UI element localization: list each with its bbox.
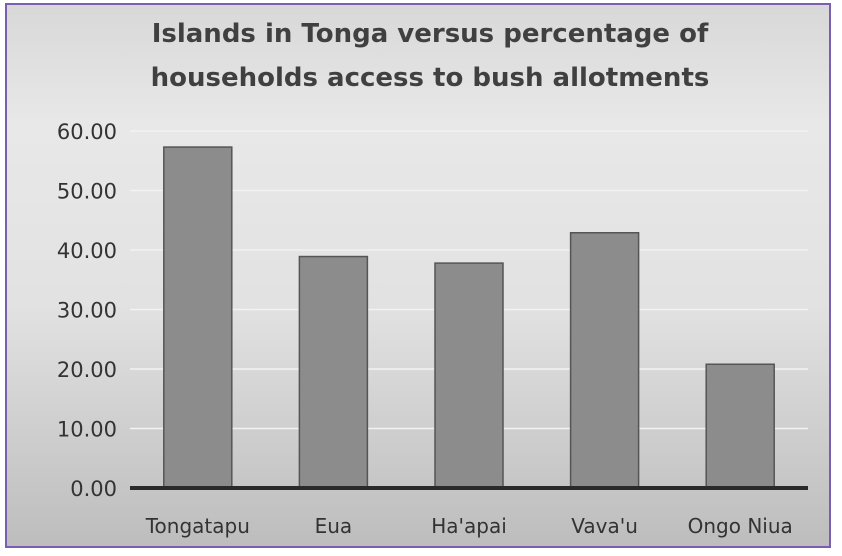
y-axis-ticks: 0.00 10.00 20.00 30.00 40.00 50.00 60.00 [57, 120, 117, 501]
y-tick-label: 40.00 [57, 239, 117, 263]
x-tick-label: Ha'apai [431, 514, 507, 538]
chart-title-line-1: Islands in Tonga versus percentage of [152, 19, 709, 49]
gridlines [130, 130, 808, 430]
bars [163, 146, 775, 489]
x-tick-label: Vava'u [571, 514, 638, 538]
y-tick-label: 60.00 [57, 120, 117, 144]
y-tick-label: 30.00 [57, 299, 117, 323]
x-tick-label: Eua [315, 514, 353, 538]
x-axis-ticks: Tongatapu Eua Ha'apai Vava'u Ongo Niua [145, 514, 793, 538]
bar-vava-u [569, 231, 640, 489]
y-tick-label: 10.00 [57, 418, 117, 442]
x-tick-label: Tongatapu [145, 514, 250, 538]
bar-ongo-niua [705, 363, 775, 489]
x-tick-label: Ongo Niua [688, 514, 793, 538]
y-tick-label: 50.00 [57, 180, 117, 204]
bar-tongatapu [163, 146, 233, 489]
chart-frame [5, 3, 831, 548]
chart-title: Islands in Tonga versus percentage of ho… [151, 19, 710, 93]
y-tick-label: 0.00 [70, 477, 117, 501]
y-tick-label: 20.00 [57, 358, 117, 382]
bar-ha-apai [434, 262, 504, 489]
bar-eua [298, 255, 369, 489]
chart-title-line-2: households access to bush allotments [151, 63, 710, 93]
